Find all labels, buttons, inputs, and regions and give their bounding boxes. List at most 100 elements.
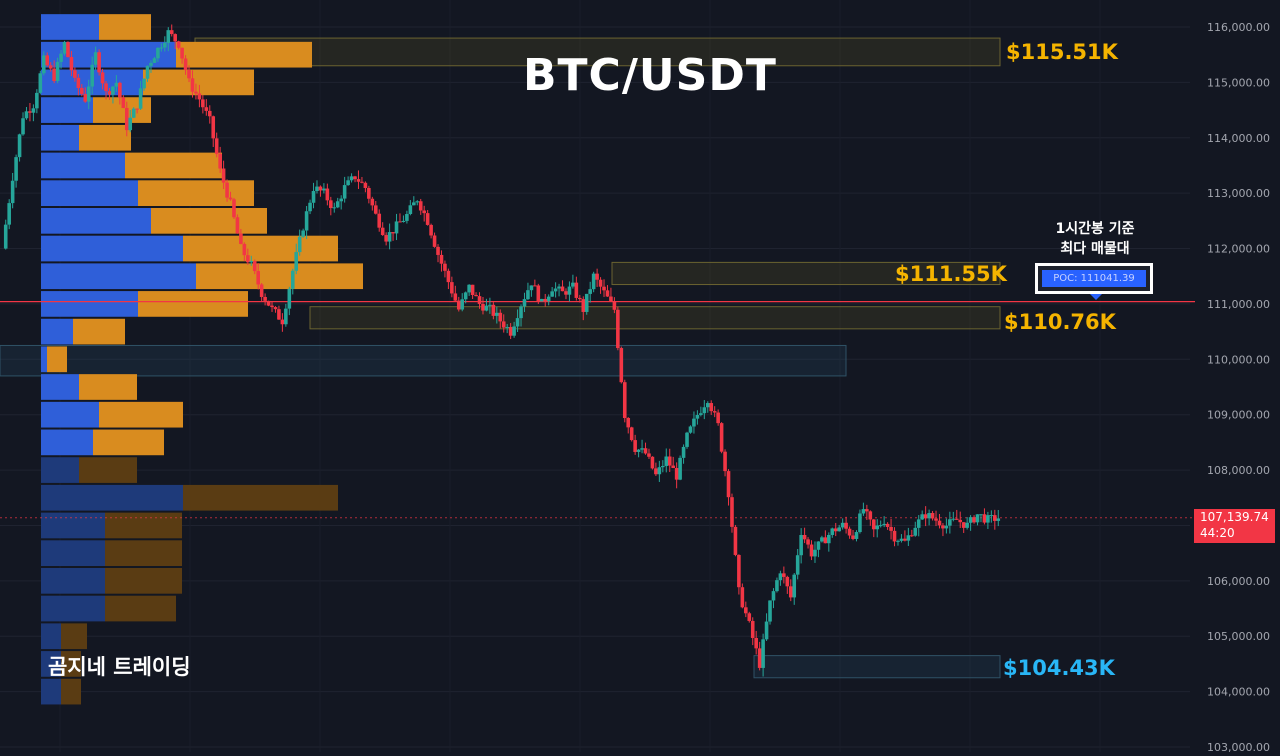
candle-body (837, 527, 841, 532)
candle (778, 570, 783, 586)
candle (128, 110, 133, 133)
candle-body (360, 181, 364, 183)
candle (578, 294, 582, 303)
candle (619, 346, 624, 384)
candle (187, 65, 191, 83)
candle-body (626, 418, 631, 428)
candle-body (757, 648, 762, 668)
candle (910, 529, 914, 537)
candle-body (633, 440, 637, 452)
candle-body (650, 456, 655, 469)
candle (923, 506, 928, 527)
candle-body (48, 65, 53, 69)
candle-body (104, 83, 108, 92)
candle-body (522, 299, 527, 307)
candle-body (591, 273, 596, 290)
volume-profile-buy-bar (41, 374, 79, 400)
candle (246, 248, 250, 265)
candle-body (488, 304, 492, 306)
candle-body (961, 522, 966, 528)
candle-body (135, 108, 139, 110)
candle-body (813, 549, 817, 557)
candle-body (429, 224, 433, 236)
candle-body (567, 286, 572, 295)
candle-body (415, 201, 420, 203)
candle (149, 60, 153, 73)
candle-body (145, 65, 150, 79)
candle (249, 255, 254, 266)
candle (799, 528, 803, 564)
candle (965, 517, 969, 530)
candle-body (972, 517, 976, 523)
candle-body (546, 296, 551, 302)
candle-body (705, 403, 710, 408)
current-price-tag[interactable]: 107,139.74 44:20 (1194, 509, 1275, 543)
candle-body (505, 327, 509, 329)
candle (553, 282, 558, 298)
candle (820, 535, 824, 543)
candle-body (882, 523, 886, 526)
candle (941, 523, 945, 537)
candle-body (920, 514, 924, 520)
candle-body (249, 261, 254, 263)
candle (591, 271, 596, 293)
volume-profile-sell-bar (143, 69, 254, 96)
candle-body (771, 591, 776, 601)
candle (259, 282, 264, 302)
candle-body (446, 270, 451, 283)
candle-body (284, 308, 288, 325)
candle (135, 108, 139, 114)
candle (329, 196, 333, 216)
candle (342, 176, 347, 203)
candle-body (80, 87, 84, 94)
candle-body (66, 42, 70, 58)
candle-body (432, 235, 437, 247)
candle (446, 268, 451, 290)
candle (384, 232, 388, 246)
candle-body (3, 224, 8, 249)
candle-body (982, 514, 987, 523)
candle-body (287, 288, 292, 309)
volume-profile-sell-bar (138, 291, 248, 317)
candle (218, 146, 222, 173)
candle-body (138, 88, 143, 109)
candle-body (927, 513, 931, 519)
candle-body (62, 42, 67, 54)
candle (394, 213, 399, 241)
candle-body (346, 180, 350, 186)
candle-body (114, 82, 119, 87)
candle (322, 183, 326, 194)
candle (723, 449, 727, 477)
candle (747, 611, 752, 623)
candle (951, 511, 956, 522)
candle (325, 183, 330, 206)
candle (757, 641, 762, 671)
volume-profile-buy-bar (41, 568, 105, 594)
candle-body (702, 407, 707, 414)
candle-body (640, 448, 644, 450)
poc-label-box[interactable]: POC: 111041.39 (1035, 263, 1153, 294)
volume-profile-buy-bar (41, 235, 183, 262)
candle (678, 455, 682, 481)
candle (865, 504, 869, 521)
candle-body (495, 312, 499, 316)
candle-body (993, 515, 997, 521)
candle-body (595, 273, 599, 280)
y-tick-label: 104,000.00 (1207, 686, 1270, 699)
candle-body (498, 312, 503, 322)
candle (598, 277, 603, 294)
candle-body (937, 520, 942, 526)
candle (688, 425, 693, 434)
candle (539, 298, 544, 302)
candle-body (840, 522, 845, 528)
candle (263, 293, 267, 306)
volume-profile-sell-bar (138, 180, 254, 206)
candle-body (159, 47, 164, 49)
candle-body (111, 86, 115, 95)
candle-body (820, 537, 824, 542)
candle-body (405, 214, 409, 221)
candle (204, 99, 209, 116)
candle (273, 306, 278, 313)
